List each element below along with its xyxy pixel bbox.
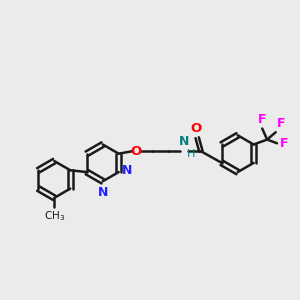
Text: N: N xyxy=(98,186,108,199)
Text: N: N xyxy=(178,134,189,148)
Text: O: O xyxy=(190,122,202,135)
Text: F: F xyxy=(280,137,288,150)
Text: N: N xyxy=(122,164,132,177)
Text: F: F xyxy=(258,113,266,126)
Text: O: O xyxy=(130,145,142,158)
Text: H: H xyxy=(187,149,195,159)
Text: CH$_3$: CH$_3$ xyxy=(44,209,65,223)
Text: F: F xyxy=(277,117,285,130)
